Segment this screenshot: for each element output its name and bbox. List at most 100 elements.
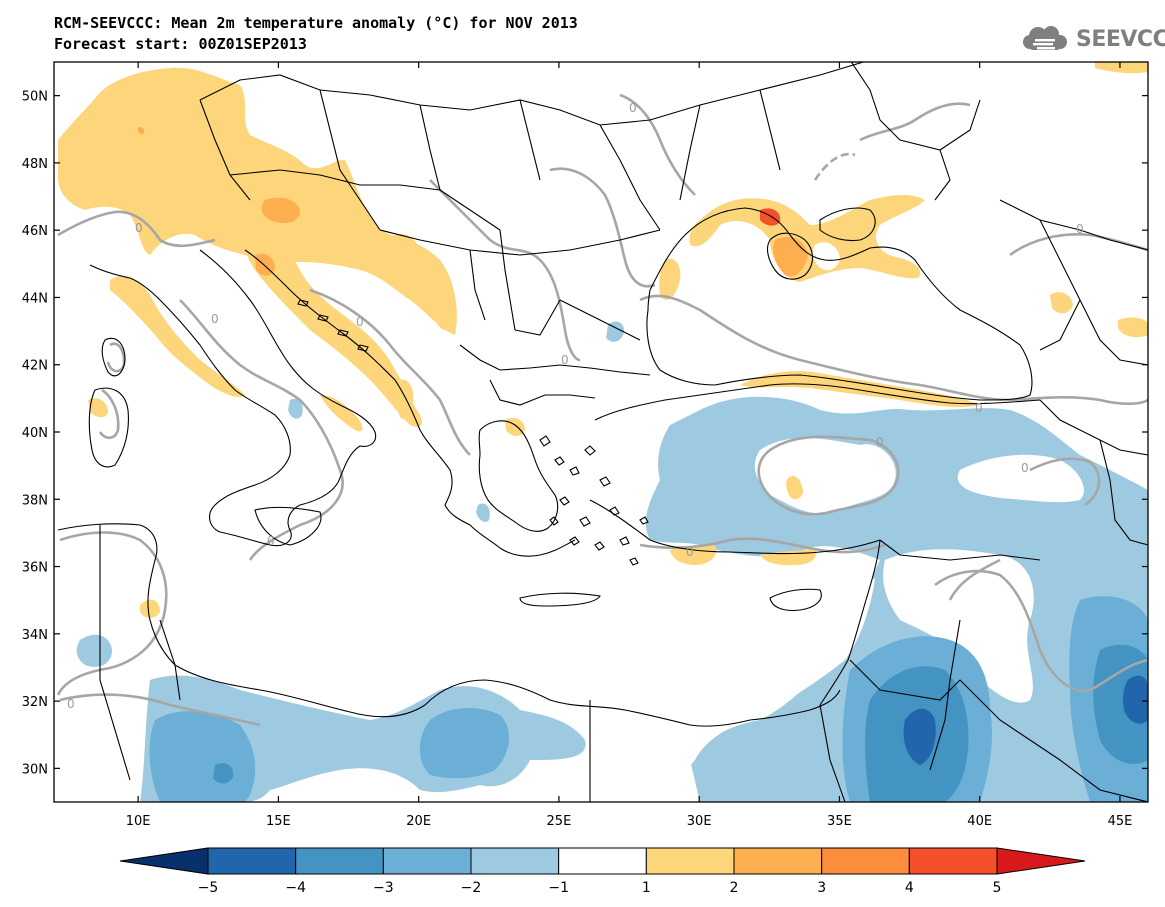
colorbar-label: −5 [198, 880, 219, 896]
lat-tick-label: 46N [22, 224, 48, 239]
caucasus-warm-spot [1050, 292, 1073, 314]
crimea-coastline [766, 232, 814, 280]
adriatic-coast-warm [245, 239, 422, 427]
sardinia-coastline [88, 387, 129, 468]
sicily-coastline [254, 506, 322, 546]
lat-tick-label: 36N [22, 561, 48, 576]
italy-coastline [89, 249, 377, 547]
longitude-axis: 10E 15E 20E 25E 30E 35E 40E 45E [126, 62, 1133, 829]
coastal-levant-neutral [600, 557, 875, 802]
sardinia-warm [88, 398, 108, 418]
colorbar-bin [821, 847, 910, 875]
iraq-border [929, 619, 961, 771]
lon-tick-label: 35E [827, 814, 852, 829]
zero-contour-black-sea [639, 294, 1148, 406]
colorbar-bin [207, 847, 297, 875]
libya-cold-core-3 [213, 763, 234, 784]
colorbar-label: 1 [642, 880, 651, 896]
lat-tick-label: 42N [22, 359, 48, 374]
zero-contour-libya [59, 693, 261, 727]
tunisia-border [159, 619, 181, 701]
zero-contour-sardinia [98, 388, 120, 440]
greece-cold-spot [476, 503, 490, 523]
jordan-cold-deep [903, 708, 936, 765]
alps-warm-core [261, 197, 300, 224]
central-europe-borders [199, 62, 866, 406]
syria-border [879, 539, 1041, 561]
map-title: RCM-SEEVCCC: Mean 2m temperature anomaly… [54, 14, 578, 32]
turkey-south-coast-warm [670, 545, 717, 565]
zero-label: 0 [686, 545, 694, 559]
seevccc-logo-text: SEEVCCC [1076, 27, 1165, 52]
zero-contour-romania [549, 167, 656, 288]
zero-contour-iraq [1029, 457, 1101, 507]
lat-tick-label: 40N [22, 426, 48, 441]
zero-contour-sicily [56, 531, 168, 696]
lon-tick-label: 45E [1108, 814, 1133, 829]
zero-contour-labels: 0 0 0 0 0 0 0 0 0 0 0 0 [67, 101, 1084, 711]
turkey-south-coast-warm-2 [760, 548, 817, 566]
zero-contour-anatolia-loop [757, 435, 900, 516]
black-sea-coastline [646, 207, 1033, 401]
west-black-sea-warm [659, 258, 681, 300]
tunisia-warm [140, 599, 160, 618]
lon-tick-label: 15E [266, 814, 291, 829]
colorbar-label: 5 [993, 880, 1002, 896]
zero-label: 0 [876, 435, 884, 449]
lat-tick-label: 34N [22, 628, 48, 643]
zero-contour-anatolia-south [639, 537, 886, 554]
libya-cold-core-2 [419, 708, 510, 779]
lon-tick-label: 30E [687, 814, 712, 829]
colorbar-label: 3 [817, 880, 826, 896]
caucasus-borders [1039, 399, 1148, 546]
colorbar-left-arrow [119, 847, 209, 875]
corsica-coastline [101, 337, 126, 377]
anatolia-warm-spot [786, 475, 803, 500]
syria-neutral [883, 549, 1034, 703]
zero-contour-russia [859, 102, 971, 142]
dalmatian-islands [297, 299, 369, 352]
libya-west-cold [76, 634, 112, 667]
zero-label: 0 [267, 534, 275, 548]
lat-tick-label: 32N [22, 695, 48, 710]
forecast-start-subtitle: Forecast start: 00Z01SEP2013 [54, 35, 307, 53]
coastlines [57, 62, 1148, 802]
central-europe-warm-region [58, 67, 457, 335]
colorbar-label: 2 [730, 880, 739, 896]
zero-contour-dashed-russia [813, 152, 856, 181]
levant-coastline [819, 539, 881, 706]
turkey-north-coast-warm [740, 371, 980, 408]
colorbar-bin [295, 847, 384, 875]
sinai-border [819, 704, 846, 802]
italy-cold-spot [288, 398, 303, 419]
italy-west-warm [110, 275, 245, 397]
zero-label: 0 [135, 221, 143, 235]
colorbar-bin [470, 847, 560, 875]
zero-contour-alps [57, 210, 216, 248]
central-europe-warm-dot [137, 127, 145, 135]
zero-contour-balkans [309, 288, 471, 456]
zero-label: 0 [1021, 461, 1029, 475]
colorbar-label: −2 [461, 880, 482, 896]
lat-tick-label: 38N [22, 493, 48, 508]
zero-label: 0 [356, 315, 364, 329]
colorbar-bin [733, 847, 823, 875]
colorbar-bin [558, 847, 647, 875]
cold-anomaly-layer [76, 321, 1148, 802]
zero-contour-levant [934, 569, 1148, 693]
colorbar-label: −3 [373, 880, 394, 896]
aegean-islands [539, 435, 649, 566]
lat-tick-label: 44N [22, 291, 48, 306]
northeast-warm-spot [1095, 62, 1148, 74]
jordan-border [849, 659, 1148, 802]
crimea-warm-core [773, 236, 808, 277]
latitude-axis: 50N 48N 46N 44N 42N 40N 38N 36N 34N 32N 30N [22, 90, 1148, 777]
eastern-europe-borders [850, 62, 1148, 366]
lat-tick-label: 48N [22, 157, 48, 172]
balkan-cold-spot [606, 321, 625, 342]
iraq-cold-core [1093, 644, 1148, 764]
lon-tick-label: 25E [547, 814, 572, 829]
lat-tick-label: 30N [22, 762, 48, 777]
turkey-coastline [589, 383, 1041, 555]
